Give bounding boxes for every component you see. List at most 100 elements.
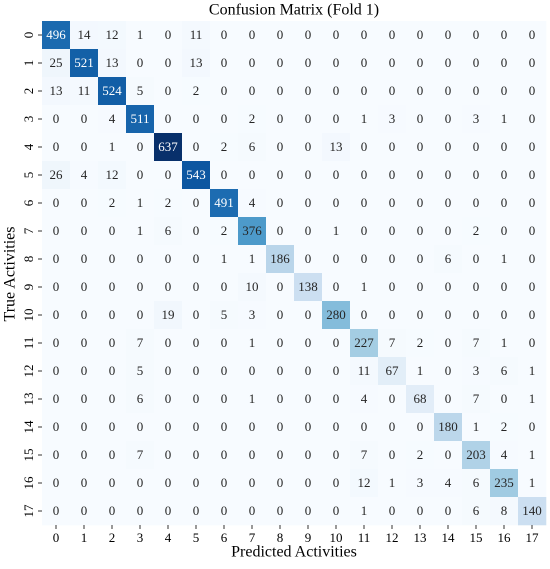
x-tick-label: 5 [193, 530, 200, 545]
cell-label: 0 [417, 251, 424, 266]
cell [322, 413, 351, 442]
cell [378, 217, 407, 246]
cell-label: 4 [109, 111, 116, 126]
cell-label: 3 [473, 363, 480, 378]
cell-label: 13 [50, 83, 63, 98]
cell [154, 385, 183, 414]
cell [490, 497, 519, 526]
cell [294, 357, 323, 386]
cell-label: 0 [305, 503, 312, 518]
cell-label: 0 [473, 27, 480, 42]
cell-label: 0 [445, 27, 452, 42]
cell-label: 0 [501, 391, 508, 406]
cell-label: 0 [193, 251, 200, 266]
cell [490, 441, 519, 470]
cell-label: 0 [221, 475, 228, 490]
cell-label: 0 [109, 251, 116, 266]
cell-label: 0 [445, 195, 452, 210]
cell [406, 133, 435, 162]
cell [70, 329, 99, 358]
cell-label: 0 [249, 27, 256, 42]
cell [98, 161, 127, 190]
cell [182, 189, 211, 218]
cell-label: 6 [137, 391, 144, 406]
cell-label: 0 [109, 475, 116, 490]
cell [70, 497, 99, 526]
cell [462, 161, 491, 190]
cell [518, 301, 547, 330]
cell-label: 0 [445, 167, 452, 182]
cell-label: 7 [473, 391, 480, 406]
cell [238, 413, 267, 442]
cell-label: 3 [417, 475, 424, 490]
cell [42, 413, 71, 442]
cell-label: 0 [389, 503, 396, 518]
cell-label: 0 [109, 307, 116, 322]
cell-label: 0 [277, 83, 284, 98]
cell-label: 0 [193, 223, 200, 238]
cell [98, 77, 127, 106]
cell [266, 301, 295, 330]
cell-label: 7 [389, 335, 396, 350]
cell [294, 49, 323, 78]
cell [322, 189, 351, 218]
cell-label: 0 [389, 251, 396, 266]
cell [378, 469, 407, 498]
cell [126, 189, 155, 218]
cell-label: 0 [221, 167, 228, 182]
cell-label: 0 [305, 55, 312, 70]
cell-label: 0 [53, 419, 60, 434]
cell-label: 0 [249, 447, 256, 462]
cell-label: 0 [445, 363, 452, 378]
cell-label: 491 [214, 195, 234, 210]
cell-label: 0 [81, 503, 88, 518]
cell-label: 0 [81, 447, 88, 462]
cell [406, 217, 435, 246]
cell-label: 0 [109, 419, 116, 434]
cell [98, 497, 127, 526]
cell [434, 217, 463, 246]
cell-label: 0 [501, 167, 508, 182]
cell [294, 217, 323, 246]
cell-label: 0 [165, 363, 172, 378]
cell-label: 1 [529, 391, 536, 406]
x-tick-label: 6 [221, 530, 228, 545]
cell-label: 0 [417, 139, 424, 154]
cell-label: 12 [106, 167, 119, 182]
cell [238, 357, 267, 386]
cell [378, 357, 407, 386]
cell [294, 189, 323, 218]
cell [70, 357, 99, 386]
cell [42, 217, 71, 246]
cell [406, 77, 435, 106]
cell-label: 227 [354, 335, 374, 350]
cell-label: 1 [137, 223, 144, 238]
cell [322, 329, 351, 358]
cell-label: 1 [389, 475, 396, 490]
cell-label: 0 [389, 167, 396, 182]
cell-label: 1 [361, 279, 368, 294]
cell-label: 2 [109, 195, 116, 210]
cell [42, 357, 71, 386]
cell-label: 0 [333, 55, 340, 70]
cell [210, 133, 239, 162]
cell [378, 245, 407, 274]
cell-label: 1 [361, 503, 368, 518]
cell [518, 49, 547, 78]
cell-label: 14 [78, 27, 92, 42]
cell-label: 0 [221, 27, 228, 42]
cell-label: 0 [165, 251, 172, 266]
cell-label: 203 [466, 447, 486, 462]
cell-label: 4 [249, 195, 256, 210]
cell-label: 0 [529, 27, 536, 42]
x-tick-label: 2 [109, 530, 116, 545]
cell-label: 0 [305, 335, 312, 350]
cell-label: 0 [137, 139, 144, 154]
cell-label: 637 [158, 139, 178, 154]
cell [294, 77, 323, 106]
cell [210, 413, 239, 442]
cell-label: 1 [137, 27, 144, 42]
x-tick-label: 16 [498, 530, 512, 545]
cell [378, 497, 407, 526]
